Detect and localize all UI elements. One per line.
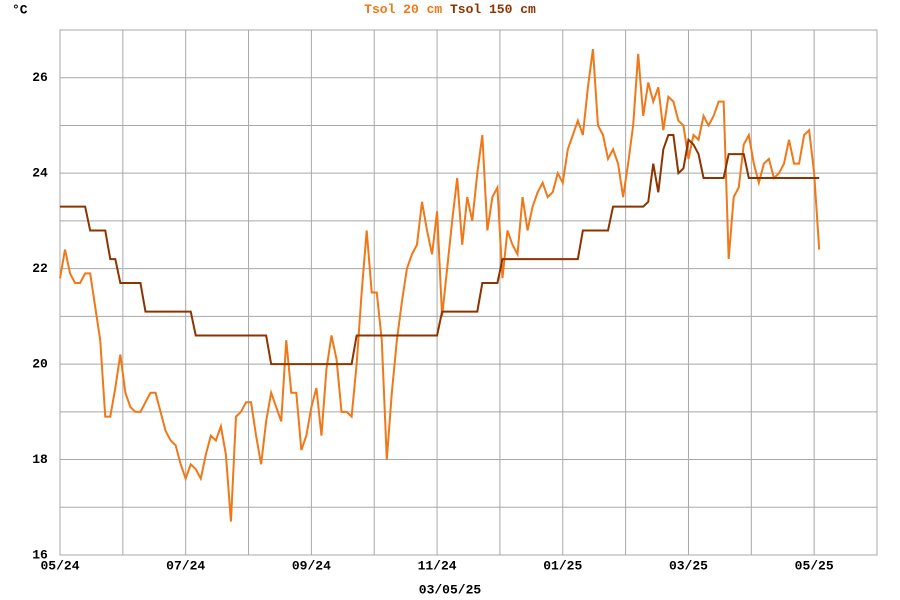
x-tick-label: 01/25 xyxy=(543,558,582,573)
x-tick-label: 03/25 xyxy=(669,558,708,573)
data-line xyxy=(60,134,820,366)
legend-entry: Tsol 20 cm xyxy=(364,2,442,17)
legend: Tsol 20 cm Tsol 150 cm xyxy=(364,2,536,17)
x-axis-label: 03/05/25 xyxy=(419,582,482,597)
y-tick-label: 16 xyxy=(32,547,48,562)
x-tick-label: 09/24 xyxy=(292,558,331,573)
x-tick-label: 05/24 xyxy=(40,558,79,573)
y-tick-label: 20 xyxy=(32,357,48,372)
y-axis-label: °C xyxy=(12,2,28,17)
y-tick-label: 26 xyxy=(32,70,48,85)
y-tick-label: 22 xyxy=(32,261,48,276)
data-line xyxy=(59,48,821,522)
y-tick-label: 18 xyxy=(32,452,48,467)
legend-entry: Tsol 150 cm xyxy=(450,2,536,17)
x-tick-label: 07/24 xyxy=(166,558,205,573)
x-tick-label: 11/24 xyxy=(418,558,457,573)
plot-frame xyxy=(59,29,878,556)
y-tick-label: 24 xyxy=(32,166,48,181)
x-tick-label: 05/25 xyxy=(795,558,834,573)
